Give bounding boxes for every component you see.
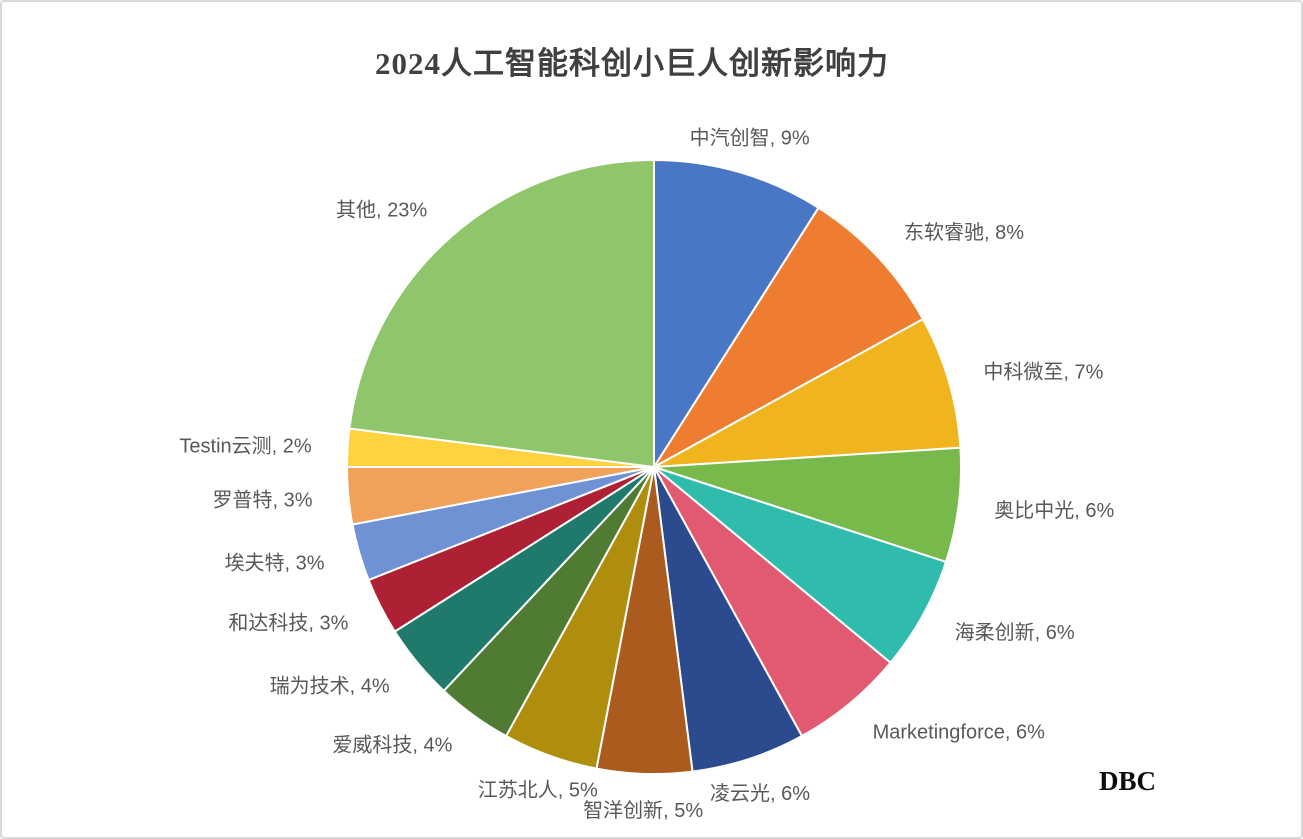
slice-label-11: 瑞为技术, 4% — [270, 675, 390, 698]
slice-label-13: 埃夫特, 3% — [225, 552, 325, 575]
slice-label-9: 江苏北人, 5% — [478, 779, 598, 802]
slice-label-7: 凌云光, 6% — [710, 782, 810, 805]
chart-title: 2024人工智能科创小巨人创新影响力 — [375, 46, 889, 81]
slice-label-2: 东软睿驰, 8% — [904, 221, 1024, 244]
pie-slice-2 — [653, 206, 924, 468]
attribution-dbc: DBC — [1098, 766, 1156, 796]
slice-label-12: 和达科技, 3% — [228, 612, 348, 635]
slice-label-3: 中科微至, 7% — [983, 360, 1103, 383]
pie-slice-16 — [348, 159, 655, 468]
slice-label-4: 奥比中光, 6% — [994, 499, 1114, 522]
slice-label-16: 其他, 23% — [336, 199, 427, 222]
pie-slice-1 — [653, 159, 820, 468]
slice-label-8: 智洋创新, 5% — [583, 799, 703, 822]
slice-label-1: 中汽创智, 9% — [690, 127, 810, 150]
slice-label-10: 爱威科技, 4% — [332, 734, 452, 757]
slice-label-14: 罗普特, 3% — [212, 488, 312, 511]
slice-label-15: Testin云测, 2% — [179, 435, 311, 458]
slice-label-5: 海柔创新, 6% — [955, 621, 1075, 644]
pie-slice-3 — [653, 318, 962, 468]
slice-label-6: Marketingforce, 6% — [873, 721, 1046, 743]
